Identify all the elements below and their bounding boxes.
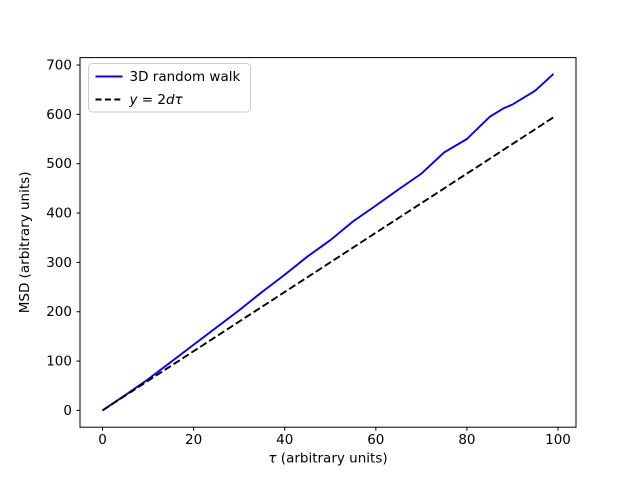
x-tick-label: 20 bbox=[185, 432, 202, 448]
x-tick-label: 40 bbox=[276, 432, 293, 448]
y-axis-label: MSD (arbitrary units) bbox=[17, 172, 33, 314]
x-tick-label: 60 bbox=[367, 432, 384, 448]
series-line-y-2dτ bbox=[101, 116, 555, 412]
legend-label: 3D random walk bbox=[130, 69, 241, 85]
y-tick-label: 500 bbox=[46, 156, 72, 172]
y-tick-label: 200 bbox=[46, 304, 72, 320]
series-line-3d-random-walk bbox=[101, 73, 555, 412]
y-tick-label: 100 bbox=[46, 354, 72, 370]
x-tick-label: 80 bbox=[458, 432, 475, 448]
plot-frame bbox=[79, 57, 577, 428]
y-tick-label: 700 bbox=[46, 58, 72, 74]
y-tick-label: 600 bbox=[46, 107, 72, 123]
y-tick-label: 400 bbox=[46, 206, 72, 222]
y-tick-label: 0 bbox=[63, 403, 72, 419]
y-tick-label: 300 bbox=[46, 255, 72, 271]
x-tick-label: 100 bbox=[545, 432, 571, 448]
x-axis-label: τ (arbitrary units) bbox=[268, 451, 387, 467]
legend-box bbox=[88, 63, 251, 113]
x-tick-label: 0 bbox=[98, 432, 107, 448]
legend-label: y = 2dτ bbox=[129, 92, 184, 108]
